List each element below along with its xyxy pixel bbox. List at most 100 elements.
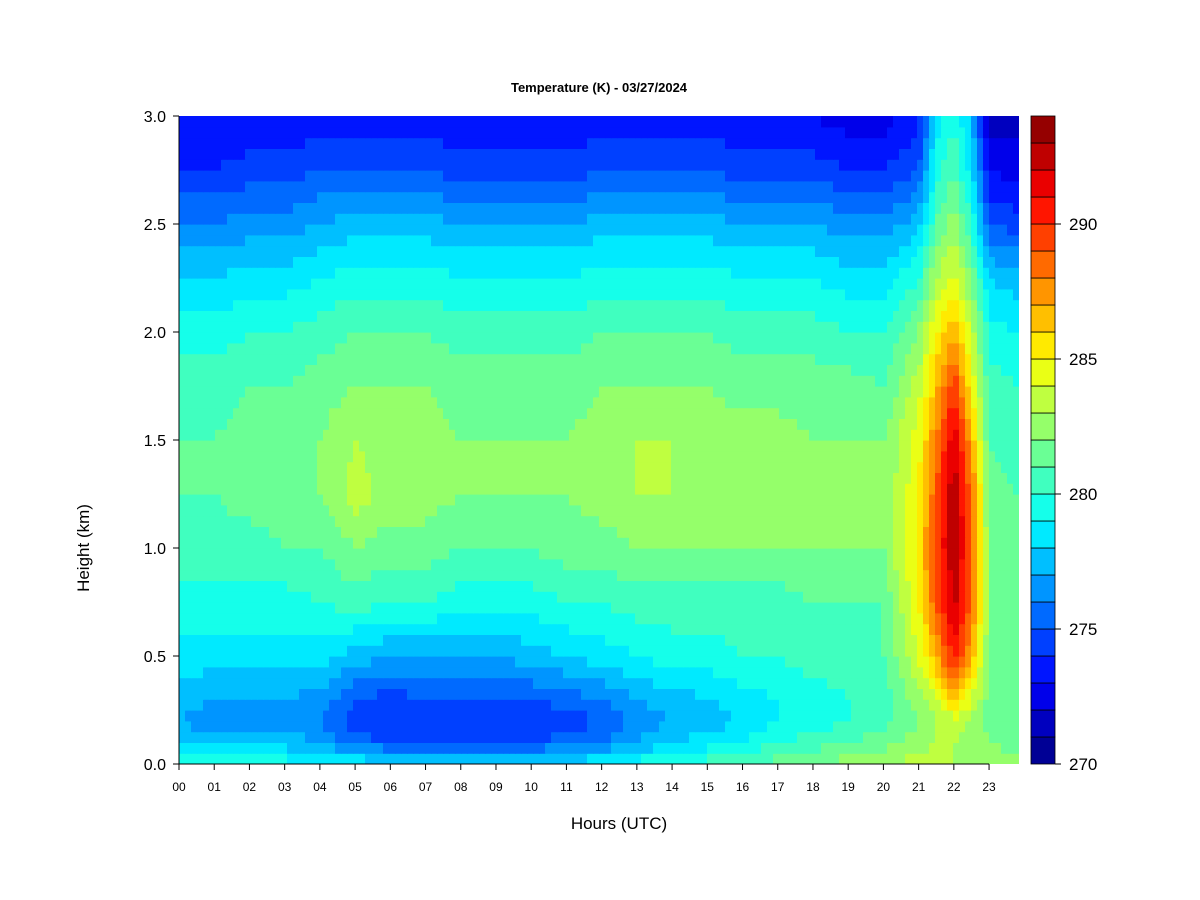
heatmap-cell (377, 504, 384, 517)
heatmap-cell (707, 450, 714, 463)
heatmap-cell (731, 461, 738, 473)
heatmap-cell (587, 450, 594, 463)
heatmap-cell (899, 504, 906, 517)
heatmap-cell (551, 375, 558, 387)
heatmap-cell (257, 753, 264, 764)
heatmap-cell (767, 710, 774, 722)
heatmap-cell (485, 429, 492, 441)
heatmap-cell (329, 386, 336, 398)
heatmap-cell (953, 494, 960, 506)
heatmap-cell (491, 710, 498, 722)
heatmap-cell (719, 656, 726, 668)
heatmap-cell (995, 440, 1002, 452)
heatmap-cell (509, 720, 516, 733)
heatmap-cell (443, 569, 450, 581)
heatmap-cell (221, 526, 228, 538)
heatmap-cell (467, 461, 474, 473)
heatmap-cell (809, 558, 816, 571)
heatmap-cell (767, 580, 774, 592)
heatmap-cell (779, 602, 786, 614)
heatmap-cell (917, 440, 924, 452)
heatmap-cell (839, 526, 846, 538)
heatmap-cell (785, 666, 792, 679)
heatmap-cell (485, 548, 492, 560)
heatmap-cell (335, 396, 342, 409)
heatmap-cell (299, 515, 306, 527)
heatmap-cell (287, 526, 294, 538)
heatmap-cell (221, 429, 228, 441)
heatmap-cell (815, 742, 822, 754)
heatmap-cell (623, 504, 630, 517)
heatmap-cell (995, 688, 1002, 700)
heatmap-cell (281, 548, 288, 560)
heatmap-cell (881, 710, 888, 722)
heatmap-cell (605, 526, 612, 538)
heatmap-cell (833, 537, 840, 549)
heatmap-cell (641, 666, 648, 679)
heatmap-cell (629, 407, 636, 419)
heatmap-cell (701, 483, 708, 495)
heatmap-cell (491, 418, 498, 430)
heatmap-cell (425, 634, 432, 646)
heatmap-cell (491, 753, 498, 764)
heatmap-cell (869, 450, 876, 463)
heatmap-cell (335, 558, 342, 571)
heatmap-cell (761, 645, 768, 657)
heatmap-cell (311, 494, 318, 506)
heatmap-cell (407, 742, 414, 754)
heatmap-cell (731, 591, 738, 603)
heatmap-cell (509, 753, 516, 764)
heatmap-cell (287, 558, 294, 571)
heatmap-cell (215, 720, 222, 733)
heatmap-cell (791, 612, 798, 625)
heatmap-cell (353, 634, 360, 646)
heatmap-cell (209, 602, 216, 614)
heatmap-cell (185, 407, 192, 419)
heatmap-cell (605, 407, 612, 419)
heatmap-cell (581, 504, 588, 517)
heatmap-cell (749, 396, 756, 409)
heatmap-cell (401, 515, 408, 527)
heatmap-cell (761, 688, 768, 700)
heatmap-cell (593, 612, 600, 625)
heatmap-cell (707, 418, 714, 430)
heatmap-cell (959, 494, 966, 506)
heatmap-cell (977, 429, 984, 441)
heatmap-cell (581, 548, 588, 560)
heatmap-cell (449, 753, 456, 764)
heatmap-cell (569, 602, 576, 614)
heatmap-cell (845, 634, 852, 646)
heatmap-cell (827, 440, 834, 452)
heatmap-cell (407, 710, 414, 722)
heatmap-cell (305, 440, 312, 452)
heatmap-cell (905, 666, 912, 679)
heatmap-cell (347, 731, 354, 743)
heatmap-cell (917, 483, 924, 495)
heatmap-cell (761, 623, 768, 635)
heatmap-cell (857, 515, 864, 527)
heatmap-cell (929, 504, 936, 517)
heatmap-cell (485, 720, 492, 733)
heatmap-cell (707, 429, 714, 441)
heatmap-cell (317, 483, 324, 495)
heatmap-cell (917, 699, 924, 711)
heatmap-cell (521, 753, 528, 764)
heatmap-cell (479, 429, 486, 441)
heatmap-cell (275, 418, 282, 430)
heatmap-cell (689, 688, 696, 700)
heatmap-cell (683, 407, 690, 419)
heatmap-cell (935, 515, 942, 527)
heatmap-cell (191, 634, 198, 646)
heatmap-cell (545, 472, 552, 484)
heatmap-cell (179, 656, 186, 668)
heatmap-cell (347, 483, 354, 495)
heatmap-cell (899, 450, 906, 463)
heatmap-cell (515, 396, 522, 409)
heatmap-cell (707, 699, 714, 711)
heatmap-cell (665, 710, 672, 722)
heatmap-cell (401, 602, 408, 614)
heatmap-cell (863, 526, 870, 538)
heatmap-cell (605, 548, 612, 560)
heatmap-cell (203, 656, 210, 668)
heatmap-cell (257, 450, 264, 463)
